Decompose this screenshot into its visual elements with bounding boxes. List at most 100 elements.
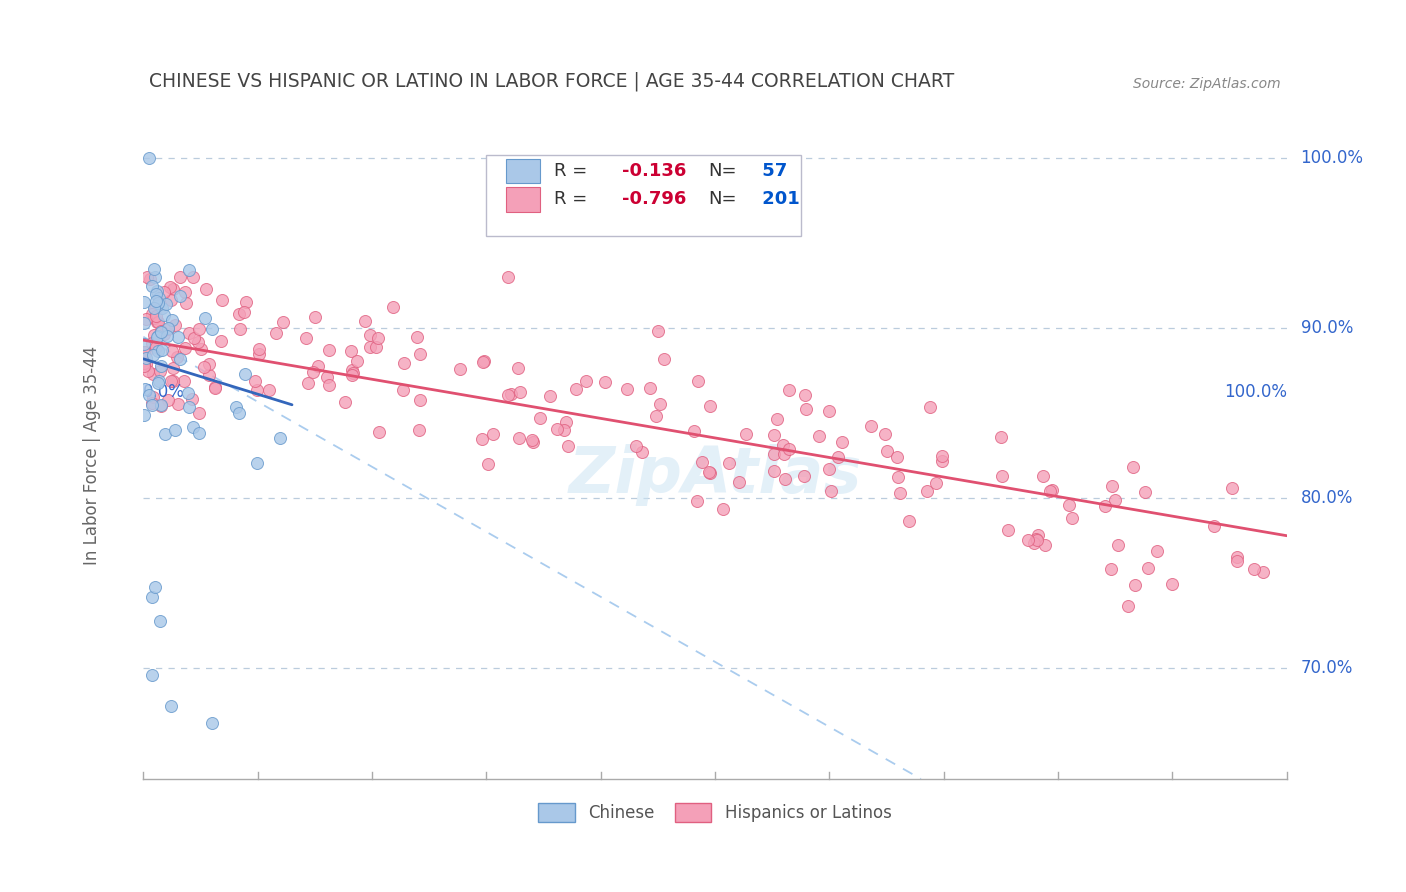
Point	[727, 475, 749, 489]
Point	[508, 431, 530, 445]
Point	[149, 359, 172, 374]
Point	[652, 352, 675, 367]
Point	[233, 367, 256, 381]
Point	[638, 381, 661, 395]
Point	[827, 450, 849, 464]
Point	[194, 310, 217, 325]
Point	[157, 322, 180, 336]
Point	[134, 345, 156, 359]
Point	[141, 398, 163, 412]
Point	[235, 295, 257, 310]
Point	[141, 278, 163, 293]
Point	[143, 310, 166, 325]
Point	[135, 270, 157, 285]
Point	[198, 357, 221, 371]
Point	[1040, 483, 1063, 497]
Point	[778, 383, 800, 397]
Point	[898, 514, 921, 528]
Point	[145, 341, 167, 355]
Point	[228, 322, 250, 336]
Point	[496, 388, 519, 402]
Point	[717, 456, 740, 470]
Point	[134, 382, 156, 396]
Point	[142, 301, 165, 316]
Point	[246, 456, 269, 470]
Point	[146, 330, 169, 344]
Point	[153, 285, 176, 300]
Point	[392, 384, 415, 398]
Point	[135, 357, 157, 371]
Point	[367, 331, 389, 345]
Point	[156, 393, 179, 408]
Point	[817, 403, 839, 417]
Point	[711, 502, 734, 516]
Point	[648, 397, 671, 411]
Point	[264, 326, 287, 340]
Point	[143, 270, 166, 285]
Point	[148, 291, 170, 305]
Point	[162, 374, 184, 388]
Point	[141, 336, 163, 351]
FancyBboxPatch shape	[506, 159, 540, 183]
Point	[138, 151, 160, 165]
Point	[471, 432, 494, 446]
Point	[146, 284, 169, 298]
Point	[1025, 532, 1047, 546]
Point	[889, 485, 911, 500]
Point	[297, 376, 319, 390]
Text: R =: R =	[554, 161, 588, 180]
Point	[135, 344, 157, 359]
Point	[496, 270, 519, 285]
Point	[686, 374, 709, 388]
Point	[166, 330, 188, 344]
Point	[188, 406, 211, 420]
Point	[1026, 528, 1049, 542]
Text: 100.0%: 100.0%	[1301, 149, 1364, 167]
Point	[1094, 499, 1116, 513]
Point	[273, 315, 295, 329]
Point	[169, 289, 191, 303]
Text: -0.136: -0.136	[623, 161, 686, 180]
Point	[775, 472, 797, 486]
Point	[831, 434, 853, 449]
Point	[340, 363, 363, 377]
Text: R =: R =	[554, 190, 588, 208]
Point	[179, 401, 201, 415]
Point	[302, 365, 325, 379]
Point	[522, 434, 544, 448]
Point	[163, 318, 186, 332]
Point	[353, 314, 375, 328]
Point	[555, 415, 578, 429]
Point	[162, 282, 184, 296]
Point	[197, 368, 219, 382]
Point	[918, 400, 941, 414]
Point	[190, 342, 212, 356]
Point	[564, 382, 586, 396]
Point	[181, 392, 204, 406]
Text: 201: 201	[756, 190, 800, 208]
Point	[173, 285, 195, 300]
Point	[1136, 561, 1159, 575]
Point	[593, 376, 616, 390]
Point	[1107, 538, 1129, 552]
Point	[574, 375, 596, 389]
Point	[553, 423, 575, 437]
Point	[318, 377, 340, 392]
Point	[887, 470, 910, 484]
Point	[699, 399, 721, 413]
Point	[174, 296, 197, 310]
Point	[142, 390, 165, 404]
Point	[146, 329, 169, 343]
Point	[209, 334, 232, 348]
Point	[159, 279, 181, 293]
Point	[1243, 561, 1265, 575]
Point	[772, 438, 794, 452]
Point	[160, 344, 183, 359]
Point	[318, 343, 340, 357]
Point	[471, 354, 494, 368]
Text: 80.0%: 80.0%	[1301, 490, 1353, 508]
Point	[1118, 599, 1140, 614]
Point	[177, 385, 200, 400]
Point	[181, 270, 204, 285]
Point	[153, 327, 176, 342]
